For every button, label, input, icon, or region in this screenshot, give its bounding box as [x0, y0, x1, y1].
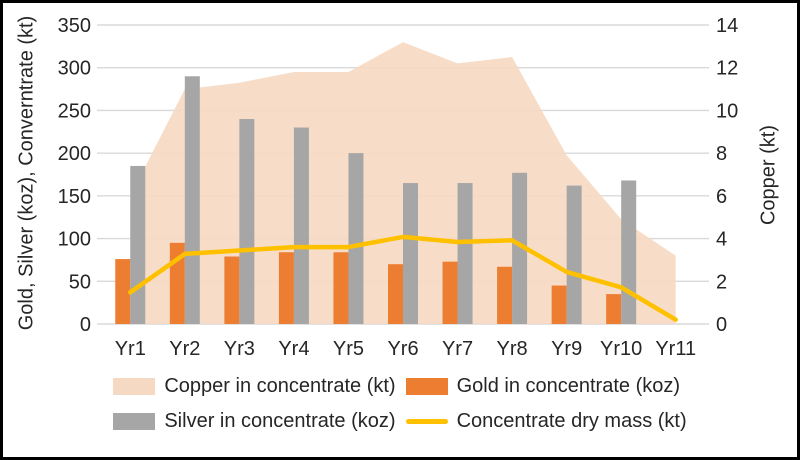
svg-text:14: 14 [716, 15, 738, 37]
gold-bar-swatch [405, 378, 448, 395]
svg-text:12: 12 [716, 58, 738, 80]
legend-item-copper: Copper in concentrate (kt) [113, 375, 396, 398]
svg-text:300: 300 [58, 58, 91, 80]
svg-text:10: 10 [716, 100, 738, 122]
svg-text:Yr8: Yr8 [497, 338, 528, 360]
svg-text:Yr3: Yr3 [224, 338, 255, 360]
svg-text:Yr6: Yr6 [387, 338, 418, 360]
legend-label-silver: Silver in concentrate (koz) [164, 410, 396, 432]
dry-mass-line-swatch [405, 419, 448, 424]
svg-text:50: 50 [69, 271, 91, 293]
svg-text:Yr2: Yr2 [169, 338, 200, 360]
left-axis-title: Gold, Silver (koz), Converntrate (kt) [15, 15, 38, 331]
svg-text:350: 350 [58, 15, 91, 37]
legend-item-silver: Silver in concentrate (koz) [113, 410, 396, 433]
chart-legend: Copper in concentrate (kt) Gold in conce… [3, 375, 797, 433]
legend-label-gold: Gold in concentrate (koz) [456, 375, 681, 397]
svg-text:250: 250 [58, 100, 91, 122]
svg-text:2: 2 [716, 271, 727, 293]
copper-area-swatch [113, 378, 156, 395]
svg-text:Yr10: Yr10 [600, 338, 642, 360]
right-axis-title: Copper (kt) [757, 124, 780, 226]
svg-text:Yr1: Yr1 [115, 338, 146, 360]
svg-text:Yr11: Yr11 [655, 338, 696, 360]
silver-bar-swatch [113, 413, 156, 430]
svg-text:150: 150 [58, 186, 91, 208]
legend-item-gold: Gold in concentrate (koz) [405, 375, 687, 398]
svg-text:Yr9: Yr9 [551, 338, 582, 360]
svg-text:6: 6 [716, 186, 727, 208]
svg-text:Yr7: Yr7 [442, 338, 473, 360]
svg-text:Yr4: Yr4 [278, 338, 309, 360]
svg-text:100: 100 [58, 229, 91, 251]
legend-item-dry-mass: Concentrate dry mass (kt) [405, 410, 687, 433]
svg-text:Yr5: Yr5 [333, 338, 364, 360]
legend-label-dry-mass: Concentrate dry mass (kt) [456, 410, 687, 432]
svg-text:0: 0 [80, 314, 91, 336]
svg-text:4: 4 [716, 229, 727, 251]
svg-text:8: 8 [716, 143, 727, 165]
svg-text:200: 200 [58, 143, 91, 165]
legend-label-copper: Copper in concentrate (kt) [164, 375, 396, 397]
svg-text:0: 0 [716, 314, 727, 336]
